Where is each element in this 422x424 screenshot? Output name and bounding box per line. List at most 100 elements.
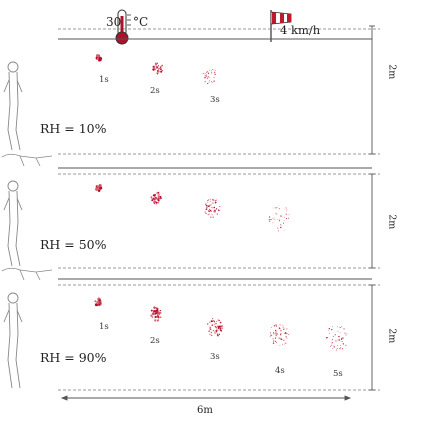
droplet-cloud-p3-cloud-4s	[269, 324, 290, 347]
droplet	[159, 67, 161, 70]
droplet	[214, 73, 216, 75]
droplet	[212, 318, 214, 320]
droplet	[97, 59, 101, 62]
droplet	[153, 201, 155, 203]
droplet	[211, 320, 213, 322]
droplet	[207, 76, 209, 78]
droplet	[279, 337, 281, 339]
droplet	[288, 333, 290, 335]
droplet	[151, 199, 154, 202]
droplet	[285, 336, 287, 338]
droplet	[276, 325, 278, 327]
droplet	[340, 345, 342, 346]
droplet	[205, 203, 207, 206]
droplet	[336, 326, 338, 328]
droplet	[277, 227, 279, 229]
droplet	[161, 64, 164, 67]
droplet	[205, 212, 207, 215]
droplet	[208, 330, 210, 332]
droplet	[342, 337, 344, 339]
droplet	[209, 326, 211, 328]
droplet	[99, 299, 102, 302]
droplet	[159, 311, 162, 314]
droplet	[218, 325, 221, 328]
droplet	[331, 338, 334, 341]
droplet	[220, 325, 223, 328]
droplet	[159, 66, 162, 68]
panel3-time-2s: 2s	[150, 336, 160, 346]
droplet	[207, 210, 210, 212]
panel3-rh-label: RH = 90%	[40, 350, 107, 365]
droplet	[272, 342, 275, 344]
height-dimension-lines	[369, 25, 375, 391]
droplet	[272, 218, 274, 220]
droplet	[338, 336, 339, 337]
droplet	[335, 340, 337, 342]
droplet	[207, 213, 209, 216]
droplet	[212, 199, 214, 201]
droplet	[275, 330, 277, 332]
panel3-time-3s: 3s	[210, 352, 220, 362]
droplet	[341, 326, 342, 328]
droplet	[156, 319, 159, 322]
panel2-rh-label: RH = 50%	[40, 237, 107, 252]
droplet	[214, 326, 217, 328]
droplet	[280, 225, 282, 227]
droplet	[217, 319, 220, 321]
droplet	[341, 337, 343, 339]
droplet	[280, 333, 282, 335]
droplet	[155, 197, 157, 199]
droplet-cloud-p2-cloud-2s	[150, 191, 162, 205]
droplet	[211, 334, 213, 336]
droplet	[150, 196, 153, 199]
droplet	[283, 328, 285, 330]
panel3-height-label: 2m	[386, 328, 398, 344]
droplet	[340, 347, 341, 349]
droplet	[221, 324, 223, 326]
droplet	[209, 76, 210, 78]
droplet	[157, 194, 159, 196]
droplet	[277, 219, 278, 220]
droplet	[156, 307, 159, 309]
droplet	[269, 335, 271, 337]
droplet	[211, 81, 213, 83]
droplet	[273, 207, 274, 209]
droplet	[214, 70, 216, 72]
droplet	[206, 72, 208, 74]
droplet	[99, 186, 103, 190]
droplet	[211, 203, 213, 205]
droplet	[331, 344, 333, 346]
droplet	[156, 311, 159, 313]
droplet	[157, 199, 160, 202]
droplet	[282, 326, 284, 328]
droplet	[158, 311, 161, 314]
droplet	[275, 207, 277, 209]
droplet	[216, 329, 218, 331]
human-figure-panel-2	[3, 180, 23, 267]
panel3-time-1s: 1s	[99, 322, 109, 332]
droplet	[153, 199, 155, 201]
droplet	[277, 207, 279, 208]
panel-separators	[58, 28, 380, 391]
droplet	[280, 226, 282, 228]
droplet	[328, 328, 330, 330]
droplet	[325, 337, 327, 339]
droplet	[209, 333, 211, 335]
droplet	[206, 206, 208, 209]
droplet	[280, 330, 282, 332]
droplet	[285, 207, 287, 209]
droplet	[155, 201, 157, 203]
distance-label: 6m	[197, 405, 213, 416]
droplet	[153, 313, 155, 316]
droplet	[161, 70, 163, 72]
droplet	[341, 338, 343, 340]
droplet	[96, 185, 99, 188]
droplet	[212, 202, 214, 204]
droplet	[268, 216, 271, 218]
droplet	[283, 339, 285, 341]
droplet	[286, 338, 288, 339]
droplet	[276, 333, 278, 335]
droplet	[216, 333, 218, 335]
droplet	[281, 215, 283, 217]
droplet	[214, 201, 217, 204]
